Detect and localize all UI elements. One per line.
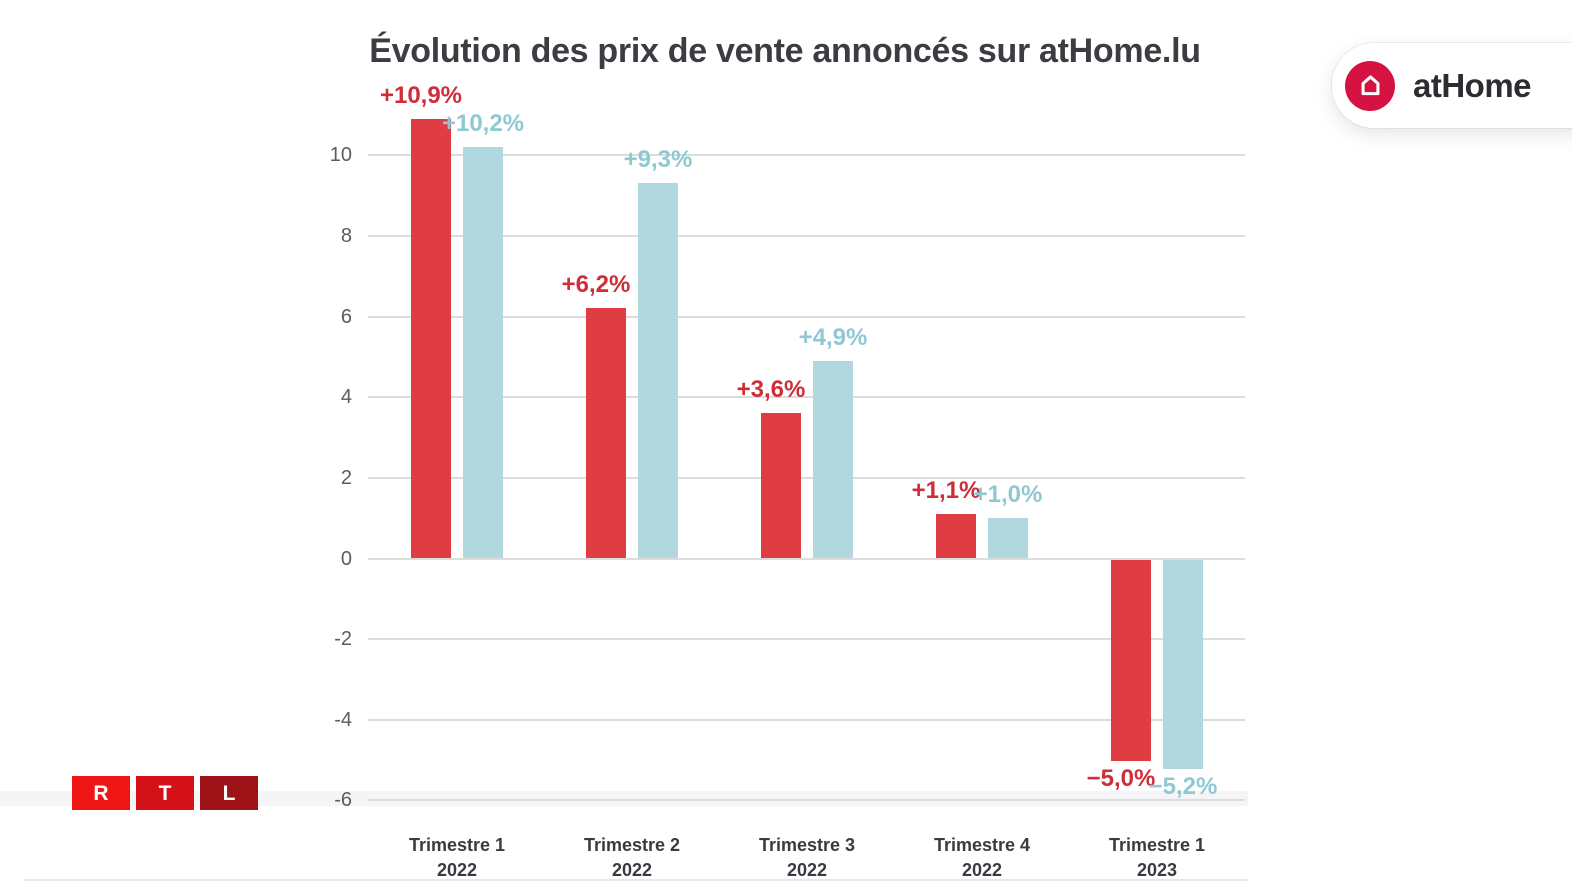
athome-logo-badge: atHome bbox=[1332, 43, 1572, 128]
rtl-letter: T bbox=[158, 781, 172, 805]
bar-label-rouge-1: +10,9% bbox=[379, 81, 463, 109]
x-label-line: 2023 bbox=[1136, 860, 1178, 880]
athome-logo-label: atHome bbox=[1413, 66, 1532, 104]
x-label-4: Trimestre 4 2022 bbox=[897, 833, 1067, 883]
gridline--6 bbox=[368, 799, 1245, 802]
gridline--2 bbox=[368, 638, 1245, 641]
x-label-2: Trimestre 2 2022 bbox=[547, 833, 717, 883]
x-label-line: Trimestre 1 bbox=[1108, 835, 1206, 855]
y-tick-8: 8 bbox=[340, 224, 352, 247]
y-tick-10: 10 bbox=[329, 144, 352, 167]
gridline--4 bbox=[368, 718, 1245, 721]
x-label-1: Trimestre 1 2022 bbox=[372, 833, 542, 883]
y-tick-6: 6 bbox=[340, 305, 352, 328]
x-label-line: 2022 bbox=[436, 860, 478, 880]
rtl-logo: R T L bbox=[72, 776, 258, 810]
bar-bleu-5 bbox=[1163, 559, 1203, 770]
x-label-line: Trimestre 3 bbox=[758, 835, 856, 855]
y-tick-2: 2 bbox=[340, 466, 352, 489]
bar-rouge-3 bbox=[761, 413, 801, 559]
bar-label-bleu-4: +1,0% bbox=[973, 481, 1043, 509]
rtl-block-l: L bbox=[200, 776, 258, 810]
x-label-3: Trimestre 3 2022 bbox=[722, 833, 892, 883]
x-label-line: 2022 bbox=[961, 860, 1003, 880]
bar-rouge-2 bbox=[586, 308, 626, 559]
bar-bleu-1 bbox=[463, 147, 503, 559]
x-label-line: Trimestre 2 bbox=[583, 835, 681, 855]
rtl-letter: L bbox=[222, 781, 236, 805]
x-label-5: Trimestre 1 2023 bbox=[1072, 833, 1242, 883]
bar-bleu-4 bbox=[988, 518, 1028, 559]
bar-label-rouge-5: −5,0% bbox=[1086, 765, 1156, 793]
x-label-line: 2022 bbox=[611, 860, 653, 880]
bar-bleu-2 bbox=[638, 183, 678, 559]
gridline-6 bbox=[368, 315, 1245, 318]
chart-bottom-band bbox=[0, 791, 1248, 806]
house-icon bbox=[1357, 72, 1384, 99]
bar-rouge-5 bbox=[1111, 559, 1151, 762]
bar-label-bleu-1: +10,2% bbox=[441, 110, 525, 138]
x-label-line: Trimestre 1 bbox=[408, 835, 506, 855]
y-tick--4: -4 bbox=[334, 708, 352, 731]
gridline-2 bbox=[368, 476, 1245, 479]
rtl-block-r: R bbox=[72, 776, 130, 810]
bar-label-bleu-5: −5,2% bbox=[1148, 773, 1218, 801]
rtl-letter: R bbox=[93, 781, 109, 805]
bar-rouge-1 bbox=[411, 118, 451, 559]
bar-label-rouge-3: +3,6% bbox=[736, 376, 806, 404]
gridline-10 bbox=[368, 154, 1245, 157]
y-tick--6: -6 bbox=[334, 789, 352, 812]
bar-label-bleu-2: +9,3% bbox=[623, 146, 693, 174]
bar-label-rouge-2: +6,2% bbox=[561, 271, 631, 299]
gridline-0 bbox=[368, 557, 1245, 560]
bar-rouge-4 bbox=[936, 514, 976, 559]
x-label-line: 2022 bbox=[786, 860, 828, 880]
chart-title: Évolution des prix de vente annoncés sur… bbox=[369, 32, 1201, 70]
gridline-4 bbox=[368, 396, 1245, 399]
bar-label-bleu-3: +4,9% bbox=[798, 323, 868, 351]
rtl-block-t: T bbox=[136, 776, 194, 810]
bar-bleu-3 bbox=[813, 360, 853, 559]
x-label-line: Trimestre 4 bbox=[933, 835, 1031, 855]
y-tick-0: 0 bbox=[340, 547, 352, 570]
bar-label-rouge-4: +1,1% bbox=[911, 477, 981, 505]
athome-logo-circle bbox=[1345, 60, 1395, 111]
chart-bottom-border bbox=[24, 879, 1248, 881]
y-tick-4: 4 bbox=[340, 386, 352, 409]
gridline-8 bbox=[368, 234, 1245, 237]
y-tick--2: -2 bbox=[334, 628, 352, 651]
